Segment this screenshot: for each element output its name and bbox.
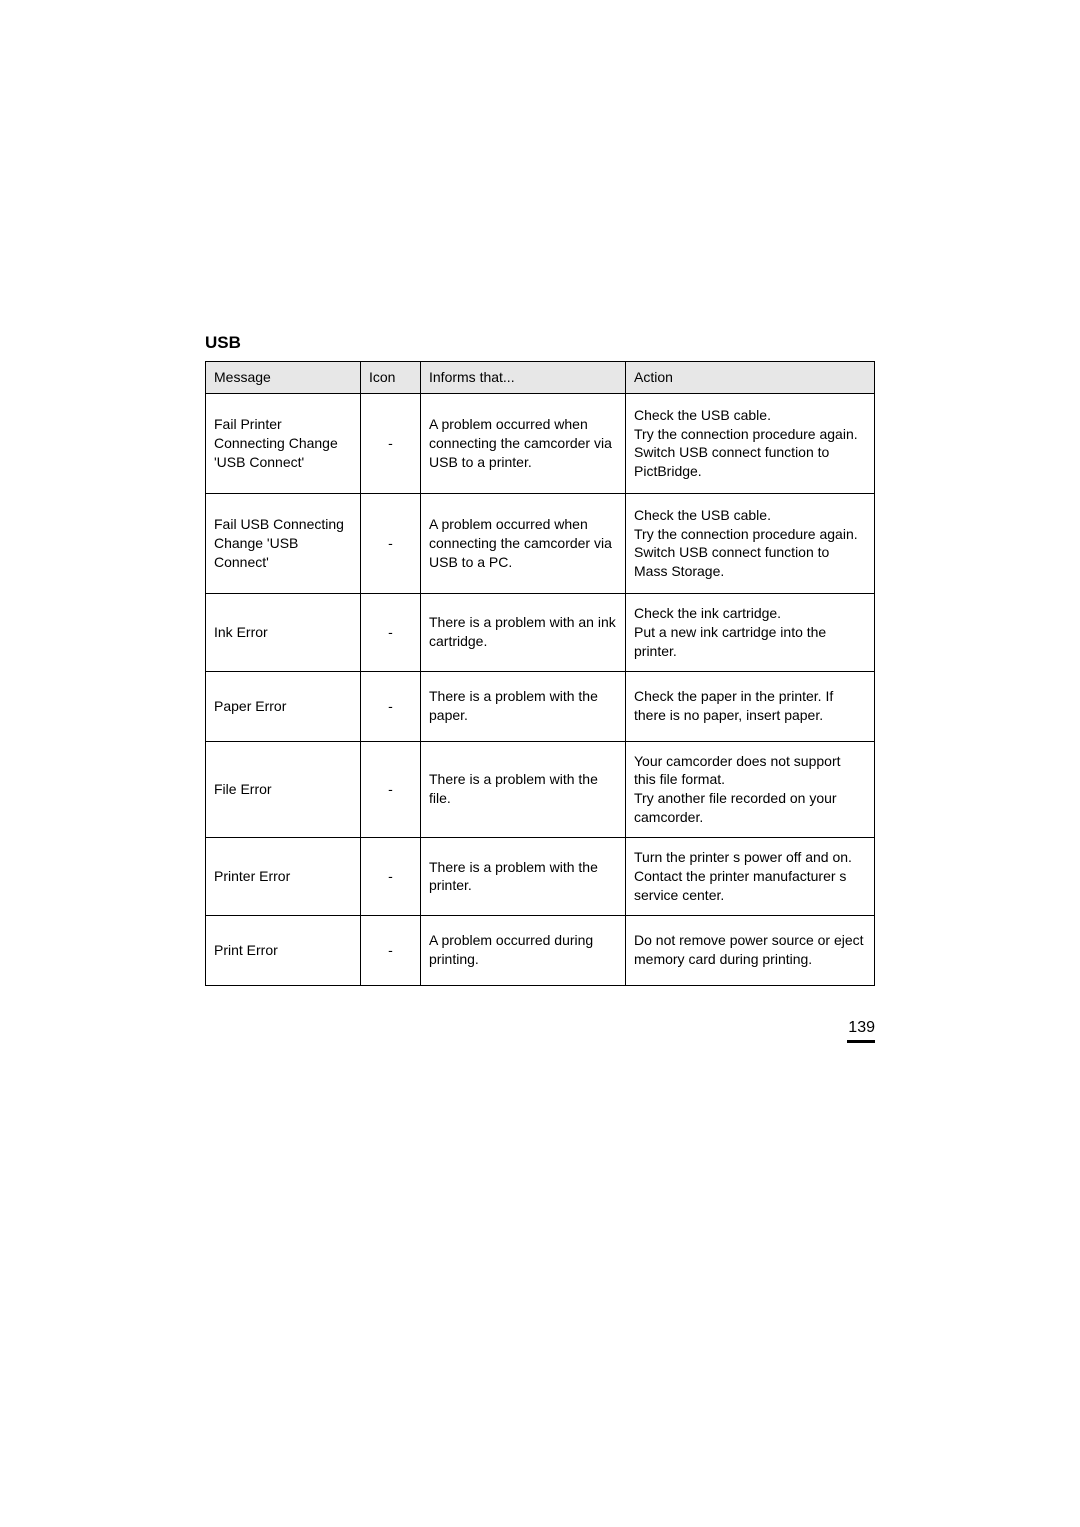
section-title-usb: USB <box>205 333 875 353</box>
cell-informs: A problem occurred when connecting the c… <box>421 393 626 493</box>
cell-action: Do not remove power source or eject memo… <box>626 915 875 985</box>
table-row: Print Error-A problem occurred during pr… <box>206 915 875 985</box>
col-header-message: Message <box>206 362 361 394</box>
table-header-row: Message Icon Informs that... Action <box>206 362 875 394</box>
cell-informs: A problem occurred during printing. <box>421 915 626 985</box>
table-row: Printer Error-There is a problem with th… <box>206 838 875 916</box>
cell-informs: There is a problem with the paper. <box>421 671 626 741</box>
cell-informs: A problem occurred when connecting the c… <box>421 493 626 593</box>
cell-message: Printer Error <box>206 838 361 916</box>
col-header-action: Action <box>626 362 875 394</box>
cell-action: Turn the printer s power off and on. Con… <box>626 838 875 916</box>
cell-message: File Error <box>206 741 361 838</box>
cell-action: Check the paper in the printer. If there… <box>626 671 875 741</box>
cell-action: Check the USB cable. Try the connection … <box>626 493 875 593</box>
page-number-underline <box>843 1040 875 1043</box>
col-header-informs: Informs that... <box>421 362 626 394</box>
table-row: File Error-There is a problem with the ﬁ… <box>206 741 875 838</box>
cell-icon: - <box>361 671 421 741</box>
cell-icon: - <box>361 915 421 985</box>
cell-message: Print Error <box>206 915 361 985</box>
document-page: USB Message Icon Informs that... Action … <box>0 0 1080 1527</box>
cell-message: Paper Error <box>206 671 361 741</box>
cell-icon: - <box>361 838 421 916</box>
cell-informs: There is a problem with the ﬁle. <box>421 741 626 838</box>
cell-icon: - <box>361 393 421 493</box>
cell-icon: - <box>361 593 421 671</box>
table-row: Fail Printer Connecting Change 'USB Conn… <box>206 393 875 493</box>
col-header-icon: Icon <box>361 362 421 394</box>
cell-message: Fail Printer Connecting Change 'USB Conn… <box>206 393 361 493</box>
page-number: 139 <box>848 1019 875 1037</box>
cell-icon: - <box>361 493 421 593</box>
table-row: Ink Error-There is a problem with an ink… <box>206 593 875 671</box>
table-row: Fail USB Connecting Change 'USB Connect'… <box>206 493 875 593</box>
usb-error-table: Message Icon Informs that... Action Fail… <box>205 361 875 986</box>
cell-informs: There is a problem with the printer. <box>421 838 626 916</box>
cell-informs: There is a problem with an ink cartridge… <box>421 593 626 671</box>
table-body: Fail Printer Connecting Change 'USB Conn… <box>206 393 875 985</box>
cell-message: Ink Error <box>206 593 361 671</box>
cell-action: Your camcorder does not support this ﬁle… <box>626 741 875 838</box>
cell-action: Check the USB cable. Try the connection … <box>626 393 875 493</box>
cell-message: Fail USB Connecting Change 'USB Connect' <box>206 493 361 593</box>
cell-action: Check the ink cartridge. Put a new ink c… <box>626 593 875 671</box>
table-row: Paper Error-There is a problem with the … <box>206 671 875 741</box>
cell-icon: - <box>361 741 421 838</box>
